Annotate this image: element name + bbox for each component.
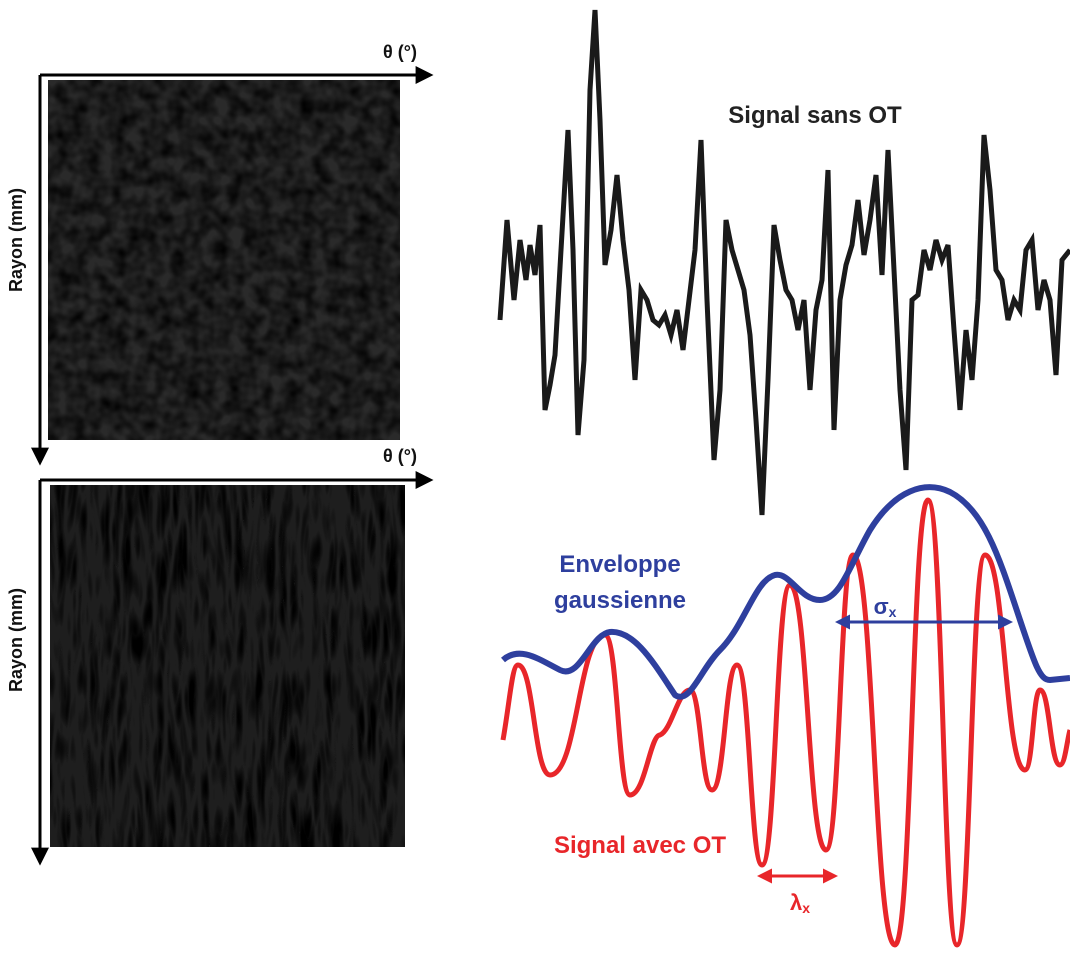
top-image <box>48 80 400 440</box>
envelope-label: Enveloppe <box>559 551 680 578</box>
signal-without-label: Signal sans OT <box>728 102 902 129</box>
x-axis-label: θ (°) <box>383 446 417 466</box>
envelope-label: gaussienne <box>554 587 686 614</box>
subscript: x <box>802 900 810 916</box>
y-axis-label: Rayon (mm) <box>6 588 26 692</box>
gaussian-envelope <box>501 484 1070 700</box>
signal-without-ot <box>497 9 1070 516</box>
symbol: σ <box>874 594 889 619</box>
signal-with-label: Signal avec OT <box>554 832 726 859</box>
y-axis-label: Rayon (mm) <box>6 188 26 292</box>
symbol: λ <box>790 890 802 915</box>
signal-with-ot <box>500 497 1070 948</box>
bottom-image <box>50 485 405 847</box>
subscript: x <box>889 604 897 620</box>
sigma-label: σx <box>874 594 897 620</box>
x-axis-label: θ (°) <box>383 42 417 62</box>
lambda-label: λx <box>790 890 810 916</box>
